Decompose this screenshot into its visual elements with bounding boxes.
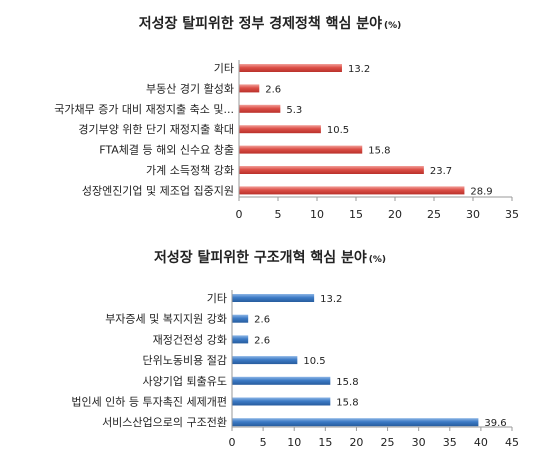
chart-2-bar	[232, 294, 315, 302]
chart-2-value-labels: 13.2 2.6 2.6 10.5 15.8 15.8 39.6	[254, 294, 506, 429]
chart-2-category-label: 재정건전성 강화	[153, 333, 227, 346]
chart-2-bar	[232, 314, 249, 323]
chart-1-tick-label: 15	[349, 208, 363, 221]
chart-1-value-label: 28.9	[470, 186, 492, 197]
chart-2-category-label: 사양기업 퇴출유도	[143, 375, 227, 388]
chart-2-value-label: 10.5	[303, 356, 325, 367]
chart-2-tick-label: 45	[505, 436, 519, 449]
chart-2-bars	[232, 294, 479, 427]
chart-2-bar	[232, 335, 249, 344]
chart-1-bar	[239, 125, 321, 134]
chart-1-category-label: 경기부양 위한 단기 재정지출 확대	[78, 123, 234, 136]
chart-1-category-label: 기타	[214, 62, 234, 75]
chart-2-value-label: 2.6	[254, 335, 270, 346]
chart-2-category-label: 단위노동비용 절감	[143, 354, 227, 367]
chart-2-bar	[232, 356, 298, 365]
chart-2-category-label: 서비스산업으로의 구조전환	[102, 416, 227, 429]
chart-2-value-label: 2.6	[254, 315, 270, 326]
chart-2-tick-label: 0	[229, 436, 236, 449]
chart-2-category-label: 법인세 인하 등 투자촉진 세제개편	[71, 395, 227, 409]
chart-2-tick-label: 5	[260, 436, 267, 449]
chart-1-bar	[239, 84, 260, 93]
chart-1-value-label: 2.6	[265, 84, 281, 95]
chart-1-value-label: 13.2	[348, 64, 370, 75]
chart-1-tick-label: 20	[388, 208, 402, 221]
chart-1-category-label: 성장엔진기업 및 제조업 집중지원	[82, 184, 234, 197]
chart-2-tick-label: 40	[474, 436, 488, 449]
chart-1-category-label: 국가채무 증가 대비 재정지출 축소 및...	[54, 103, 234, 116]
chart-2-tick-label: 25	[381, 436, 395, 449]
chart-1-bar	[239, 64, 342, 72]
chart-2-title: 저성장 탈피위한 구조개혁 핵심 분야 (%)	[154, 249, 386, 266]
chart-1-title: 저성장 탈피위한 정부 경제정책 핵심 분야 (%)	[139, 15, 402, 32]
chart-1-category-label: FTA체결 등 해외 신수요 창출	[99, 143, 234, 157]
chart-1-category-label: 가계 소득정책 강화	[146, 164, 234, 177]
chart-2-axis	[231, 290, 513, 431]
chart-1-bar	[239, 186, 465, 195]
chart-2-tick-label: 35	[443, 436, 457, 449]
chart-2-bar	[232, 376, 331, 385]
chart-1-tick-label: 5	[275, 208, 282, 221]
chart-2-tick-label: 15	[318, 436, 332, 449]
chart-2-unit: (%)	[369, 255, 386, 265]
chart-1-category-label: 부동산 경기 활성화	[146, 81, 234, 95]
chart-1-tick-label: 35	[505, 208, 519, 221]
chart-2-bar	[232, 397, 331, 406]
chart-2-value-label: 39.6	[484, 418, 506, 429]
chart-1-value-label: 10.5	[327, 125, 349, 136]
chart-1-tick-labels: 0 5 10 15 20 25 30 35	[236, 208, 520, 221]
chart-2-tick-label: 30	[412, 436, 426, 449]
chart-2-category-label: 부자증세 및 복지지원 강화	[105, 313, 227, 326]
chart-1-tick-label: 30	[466, 208, 480, 221]
chart-2-value-label: 13.2	[320, 294, 342, 305]
chart-1-unit: (%)	[384, 21, 401, 31]
chart-1-axis	[238, 60, 513, 201]
chart-2-value-label: 15.8	[336, 398, 358, 409]
chart-2-category-label: 기타	[207, 292, 227, 305]
chart-2-bar	[232, 418, 479, 427]
chart-1-value-label: 23.7	[430, 166, 452, 177]
chart-1-tick-label: 10	[310, 208, 324, 221]
chart-1-tick-label: 25	[427, 208, 441, 221]
chart-2-tick-label: 10	[287, 436, 301, 449]
chart-1-tick-label: 0	[236, 208, 243, 221]
chart-1-value-label: 15.8	[368, 146, 390, 157]
chart-1-bars	[239, 64, 465, 195]
chart-1-bar	[239, 104, 281, 113]
chart-1-value-labels: 13.2 2.6 5.3 10.5 15.8 23.7 28.9	[265, 64, 492, 197]
chart-2-tick-labels: 0 5 10 15 20 25 30 35 40 45	[229, 436, 520, 449]
chart-1-bar	[239, 145, 363, 154]
chart-1-value-label: 5.3	[286, 105, 302, 116]
chart-1-bar	[239, 166, 424, 174]
chart-2-tick-label: 20	[349, 436, 363, 449]
chart-2-value-label: 15.8	[336, 377, 358, 388]
